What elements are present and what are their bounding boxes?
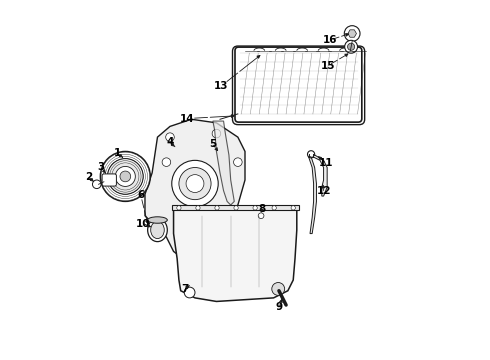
Circle shape bbox=[344, 40, 358, 53]
Text: 7: 7 bbox=[181, 284, 189, 294]
Circle shape bbox=[234, 206, 238, 210]
Polygon shape bbox=[209, 208, 232, 225]
Text: 12: 12 bbox=[317, 186, 331, 197]
Text: 15: 15 bbox=[320, 61, 335, 71]
Circle shape bbox=[172, 160, 218, 207]
Text: 2: 2 bbox=[85, 172, 92, 182]
Polygon shape bbox=[348, 30, 356, 37]
Circle shape bbox=[344, 26, 360, 41]
Text: 6: 6 bbox=[137, 190, 145, 200]
Ellipse shape bbox=[147, 217, 167, 223]
Circle shape bbox=[347, 43, 355, 50]
Polygon shape bbox=[145, 119, 245, 262]
Polygon shape bbox=[213, 121, 234, 205]
Circle shape bbox=[115, 166, 135, 186]
Circle shape bbox=[166, 133, 174, 141]
Text: 9: 9 bbox=[276, 302, 283, 312]
Circle shape bbox=[179, 167, 211, 200]
Polygon shape bbox=[313, 155, 327, 196]
Ellipse shape bbox=[151, 221, 164, 239]
Circle shape bbox=[93, 180, 101, 189]
Circle shape bbox=[162, 158, 171, 166]
Text: 5: 5 bbox=[209, 139, 217, 149]
Text: 10: 10 bbox=[136, 219, 150, 229]
Text: 16: 16 bbox=[323, 35, 337, 45]
Circle shape bbox=[107, 158, 143, 194]
Polygon shape bbox=[309, 157, 317, 234]
Circle shape bbox=[258, 213, 264, 219]
Circle shape bbox=[212, 129, 220, 138]
Text: 14: 14 bbox=[180, 113, 195, 123]
Circle shape bbox=[291, 206, 295, 210]
Circle shape bbox=[253, 206, 257, 210]
FancyBboxPatch shape bbox=[102, 174, 117, 186]
FancyBboxPatch shape bbox=[172, 205, 298, 210]
Circle shape bbox=[196, 206, 200, 210]
Text: 1: 1 bbox=[114, 148, 121, 158]
Text: 13: 13 bbox=[214, 81, 228, 91]
Circle shape bbox=[272, 206, 276, 210]
Circle shape bbox=[186, 175, 204, 193]
Circle shape bbox=[272, 283, 285, 296]
Circle shape bbox=[120, 171, 131, 182]
Circle shape bbox=[177, 206, 181, 210]
Text: 3: 3 bbox=[98, 162, 105, 172]
Ellipse shape bbox=[228, 210, 237, 222]
Circle shape bbox=[184, 287, 195, 298]
Text: 11: 11 bbox=[318, 158, 333, 168]
Circle shape bbox=[215, 206, 219, 210]
Circle shape bbox=[100, 152, 150, 202]
Circle shape bbox=[234, 158, 242, 166]
Polygon shape bbox=[173, 208, 297, 301]
FancyBboxPatch shape bbox=[232, 46, 365, 125]
Text: 8: 8 bbox=[259, 203, 266, 213]
Ellipse shape bbox=[147, 219, 167, 242]
Text: 4: 4 bbox=[166, 138, 173, 148]
